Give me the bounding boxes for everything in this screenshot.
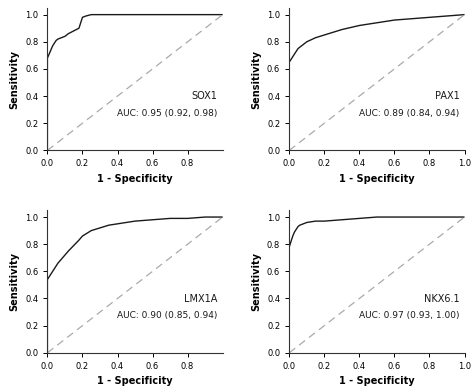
- Y-axis label: Sensitivity: Sensitivity: [9, 252, 19, 311]
- X-axis label: 1 - Specificity: 1 - Specificity: [97, 376, 173, 387]
- Text: LMX1A: LMX1A: [184, 294, 218, 304]
- X-axis label: 1 - Specificity: 1 - Specificity: [339, 376, 415, 387]
- Text: PAX1: PAX1: [435, 91, 459, 101]
- Text: AUC: 0.90 (0.85, 0.94): AUC: 0.90 (0.85, 0.94): [117, 311, 218, 320]
- Text: SOX1: SOX1: [191, 91, 218, 101]
- Y-axis label: Sensitivity: Sensitivity: [251, 50, 262, 109]
- Text: AUC: 0.89 (0.84, 0.94): AUC: 0.89 (0.84, 0.94): [359, 109, 459, 118]
- Y-axis label: Sensitivity: Sensitivity: [9, 50, 19, 109]
- Y-axis label: Sensitivity: Sensitivity: [251, 252, 262, 311]
- Text: NKX6.1: NKX6.1: [424, 294, 459, 304]
- X-axis label: 1 - Specificity: 1 - Specificity: [97, 174, 173, 184]
- Text: AUC: 0.97 (0.93, 1.00): AUC: 0.97 (0.93, 1.00): [359, 311, 459, 320]
- X-axis label: 1 - Specificity: 1 - Specificity: [339, 174, 415, 184]
- Text: AUC: 0.95 (0.92, 0.98): AUC: 0.95 (0.92, 0.98): [117, 109, 218, 118]
